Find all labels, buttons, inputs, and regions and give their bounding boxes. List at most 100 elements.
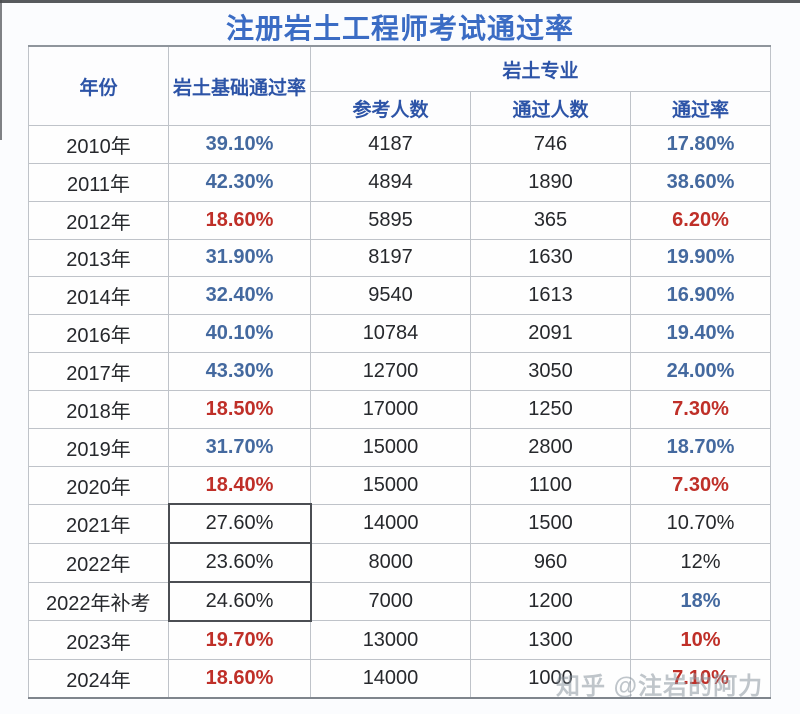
cell-base-rate: 23.60% <box>167 542 312 584</box>
cell-passed: 746 <box>470 125 631 164</box>
screenshot-left-edge <box>0 0 2 140</box>
cell-year: 2019年 <box>28 427 169 467</box>
cell-year: 2024年 <box>28 658 169 699</box>
cell-year: 2020年 <box>28 465 169 505</box>
table-row: 2016年 40.10% 10784 2091 19.40% <box>28 314 771 354</box>
cell-base-rate: 32.40% <box>168 276 311 316</box>
cell-base-rate: 39.10% <box>168 125 311 164</box>
cell-year: 2016年 <box>28 314 169 354</box>
header-passed: 通过人数 <box>470 91 631 126</box>
table-row: 2017年 43.30% 12700 3050 24.00% <box>28 352 771 391</box>
cell-passed: 960 <box>470 542 631 583</box>
table-row: 2022年 23.60% 8000 960 12% <box>28 542 771 584</box>
cell-passed: 1200 <box>470 581 631 622</box>
cell-passed: 1890 <box>470 162 631 202</box>
cell-pass-rate: 10% <box>630 620 771 660</box>
table-row: 2010年 39.10% 4187 746 17.80% <box>28 125 771 164</box>
cell-year: 2021年 <box>28 503 169 544</box>
cell-passed: 1250 <box>470 389 631 429</box>
cell-passed: 3050 <box>470 352 631 391</box>
cell-participants: 12700 <box>310 352 471 391</box>
table-row: 2014年 32.40% 9540 1613 16.90% <box>28 276 771 316</box>
cell-pass-rate: 18% <box>630 581 771 622</box>
cell-participants: 15000 <box>310 427 471 467</box>
cell-participants: 14000 <box>310 503 471 544</box>
table-row: 2022年补考 24.60% 7000 1200 18% <box>28 581 771 622</box>
cell-base-rate: 19.70% <box>168 620 311 660</box>
cell-participants: 10784 <box>310 314 471 354</box>
cell-passed: 2091 <box>470 314 631 354</box>
table-row: 2024年 18.60% 14000 1000 7.10% <box>28 658 771 699</box>
header-group-professional: 岩土专业 <box>310 45 771 92</box>
cell-base-rate: 42.30% <box>168 162 311 202</box>
cell-pass-rate: 16.90% <box>630 276 771 316</box>
cell-pass-rate: 19.90% <box>630 238 771 278</box>
cell-passed: 1000 <box>470 658 631 699</box>
header-participants: 参考人数 <box>310 91 471 126</box>
cell-year: 2014年 <box>28 276 169 316</box>
cell-pass-rate: 7.10% <box>630 658 771 699</box>
cell-passed: 1630 <box>470 238 631 278</box>
cell-year: 2012年 <box>28 200 169 240</box>
cell-participants: 14000 <box>310 658 471 699</box>
cell-participants: 4894 <box>310 162 471 202</box>
cell-base-rate: 31.70% <box>168 427 311 467</box>
cell-base-rate: 40.10% <box>168 314 311 354</box>
cell-passed: 1500 <box>470 503 631 544</box>
cell-pass-rate: 17.80% <box>630 125 771 164</box>
cell-pass-rate: 19.40% <box>630 314 771 354</box>
table-row: 2019年 31.70% 15000 2800 18.70% <box>28 427 771 467</box>
pass-rate-table: 年份 岩土基础通过率 岩土专业 参考人数 通过人数 通过率 2010年 39.1… <box>28 45 771 699</box>
cell-year: 2023年 <box>28 620 169 660</box>
cell-participants: 7000 <box>310 581 471 622</box>
cell-base-rate: 18.60% <box>168 658 311 699</box>
cell-base-rate: 18.40% <box>168 465 311 505</box>
header-pass-rate: 通过率 <box>630 91 771 126</box>
cell-participants: 17000 <box>310 389 471 429</box>
header-year: 年份 <box>28 45 169 126</box>
cell-participants: 13000 <box>310 620 471 660</box>
table-row: 2012年 18.60% 5895 365 6.20% <box>28 200 771 240</box>
cell-year: 2017年 <box>28 352 169 391</box>
cell-year: 2011年 <box>28 162 169 202</box>
cell-pass-rate: 18.70% <box>630 427 771 467</box>
cell-base-rate: 18.60% <box>168 200 311 240</box>
cell-participants: 4187 <box>310 125 471 164</box>
cell-base-rate: 27.60% <box>167 503 312 545</box>
cell-year: 2022年 <box>28 542 169 583</box>
cell-year: 2022年补考 <box>28 581 169 622</box>
cell-pass-rate: 38.60% <box>630 162 771 202</box>
table-row: 2021年 27.60% 14000 1500 10.70% <box>28 503 771 545</box>
cell-passed: 1300 <box>470 620 631 660</box>
cell-year: 2018年 <box>28 389 169 429</box>
cell-year: 2010年 <box>28 125 169 164</box>
cell-pass-rate: 6.20% <box>630 200 771 240</box>
cell-pass-rate: 12% <box>630 542 771 583</box>
table-row: 2011年 42.30% 4894 1890 38.60% <box>28 162 771 202</box>
table-row: 2023年 19.70% 13000 1300 10% <box>28 620 771 660</box>
cell-passed: 2800 <box>470 427 631 467</box>
cell-participants: 8000 <box>310 542 471 583</box>
table-body: 2010年 39.10% 4187 746 17.80% 2011年 42.30… <box>28 125 771 699</box>
cell-participants: 9540 <box>310 276 471 316</box>
cell-base-rate: 43.30% <box>168 352 311 391</box>
table-row: 2020年 18.40% 15000 1100 7.30% <box>28 465 771 505</box>
table-row: 2013年 31.90% 8197 1630 19.90% <box>28 238 771 278</box>
cell-pass-rate: 24.00% <box>630 352 771 391</box>
page-title: 注册岩土工程师考试通过率 <box>225 13 574 44</box>
screenshot-top-edge <box>0 0 800 3</box>
cell-pass-rate: 7.30% <box>630 389 771 429</box>
cell-passed: 365 <box>470 200 631 240</box>
cell-pass-rate: 7.30% <box>630 465 771 505</box>
cell-passed: 1100 <box>470 465 631 505</box>
cell-base-rate: 31.90% <box>168 238 311 278</box>
cell-passed: 1613 <box>470 276 631 316</box>
cell-participants: 8197 <box>310 238 471 278</box>
cell-participants: 15000 <box>310 465 471 505</box>
table-row: 2018年 18.50% 17000 1250 7.30% <box>28 389 771 429</box>
cell-year: 2013年 <box>28 238 169 278</box>
cell-base-rate: 18.50% <box>168 389 311 429</box>
cell-participants: 5895 <box>310 200 471 240</box>
header-base-rate: 岩土基础通过率 <box>168 45 311 126</box>
cell-base-rate: 24.60% <box>167 581 312 622</box>
